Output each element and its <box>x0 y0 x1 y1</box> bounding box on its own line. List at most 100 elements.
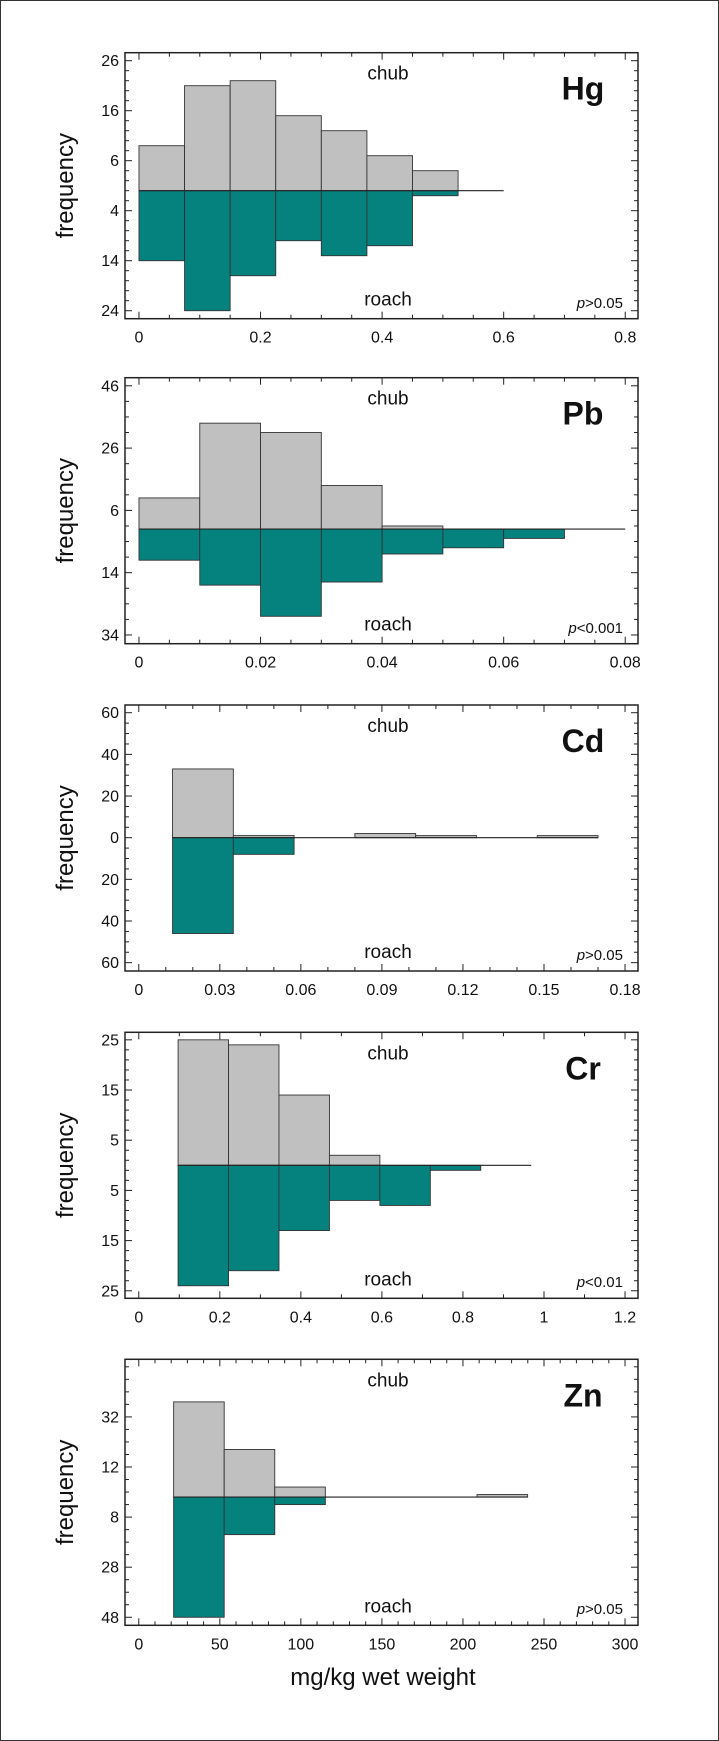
roach-bar <box>379 1164 431 1206</box>
roach-bar <box>172 837 234 934</box>
x-tick-label: 0.15 <box>528 982 559 999</box>
x-tick-label: 0.18 <box>609 982 640 999</box>
y-tick-label: 6 <box>110 153 119 170</box>
y-tick-label: 20 <box>101 872 119 889</box>
x-tick-label: 0.2 <box>209 1309 231 1326</box>
chub-bar <box>412 170 459 192</box>
y-tick-label: 26 <box>101 53 119 70</box>
y-tick-label: 25 <box>101 1032 119 1049</box>
roach-bar <box>366 190 413 247</box>
roach-bar <box>223 1496 276 1536</box>
x-tick-label: 0.8 <box>614 330 636 347</box>
x-tick-label: 0 <box>135 655 144 672</box>
chub-bar <box>274 1486 326 1498</box>
y-tick-label: 20 <box>101 789 119 806</box>
roach-bar <box>138 528 201 561</box>
x-tick-label: 0.4 <box>290 1309 312 1326</box>
chub-bar <box>138 145 186 192</box>
series-label-chub: chub <box>367 1043 408 1064</box>
x-tick-label: 0.8 <box>452 1309 474 1326</box>
chub-bar <box>229 80 277 192</box>
roach-bar <box>229 190 277 277</box>
chub-bar <box>228 1044 280 1166</box>
x-tick-label: 150 <box>369 1636 396 1653</box>
x-tick-label: 50 <box>211 1636 229 1653</box>
roach-bar <box>275 190 322 242</box>
panel-cr: 25 15 5 5 15 25 0 0.2 0.4 0.6 0.8 1 1.2 frequency Cr ch… <box>52 1031 639 1326</box>
chub-bar <box>138 497 201 530</box>
x-tick-label: 0.12 <box>447 982 478 999</box>
roach-bar <box>199 528 261 586</box>
x-axis-label: mg/kg wet weight <box>290 1664 476 1691</box>
x-tick-label: 0 <box>134 982 143 999</box>
roach-bar <box>177 1164 229 1287</box>
element-title: Pb <box>563 396 604 432</box>
roach-bar <box>328 1164 381 1201</box>
y-axis-label: frequency <box>52 458 79 563</box>
p-value-annotation: p<0.001 <box>568 619 623 637</box>
x-tick-label: 1 <box>540 1309 549 1326</box>
chub-bar <box>275 115 322 192</box>
x-tick-label: 0.02 <box>245 655 276 672</box>
element-title: Cd <box>562 723 605 759</box>
series-label-roach: roach <box>364 1269 412 1290</box>
roach-bar <box>260 528 322 617</box>
y-axis-label: frequency <box>52 133 79 238</box>
y-tick-label: 16 <box>101 103 119 120</box>
x-tick-label: 0.03 <box>204 982 235 999</box>
x-tick-label: 0 <box>134 1309 143 1326</box>
roach-bar <box>228 1164 280 1272</box>
chub-bar <box>366 155 413 192</box>
y-axis-label: frequency <box>52 1113 79 1218</box>
series-label-roach: roach <box>364 942 412 963</box>
element-title: Cr <box>565 1050 601 1086</box>
chub-bar <box>354 833 417 839</box>
roach-bar <box>184 190 231 312</box>
y-tick-label: 0 <box>110 830 119 847</box>
roach-bar <box>173 1496 225 1618</box>
element-title: Zn <box>563 1377 602 1413</box>
y-tick-label: 12 <box>101 1460 119 1477</box>
x-tick-label: 0.6 <box>493 330 515 347</box>
y-tick-label: 14 <box>101 253 119 270</box>
chub-bar <box>199 422 261 530</box>
chub-bar <box>320 485 383 530</box>
x-tick-label: 0.04 <box>367 655 398 672</box>
x-tick-label: 0.06 <box>285 982 316 999</box>
x-tick-label: 0.06 <box>488 655 519 672</box>
element-title: Hg <box>562 71 605 107</box>
y-tick-label: 48 <box>101 1610 119 1627</box>
y-tick-label: 60 <box>101 955 119 972</box>
p-value-annotation: p>0.05 <box>576 1601 623 1619</box>
chub-bar <box>177 1039 229 1166</box>
chub-bar <box>320 130 368 192</box>
chub-bar <box>223 1449 276 1498</box>
roach-bar <box>442 528 505 549</box>
p-value-annotation: p<0.01 <box>576 1274 623 1292</box>
y-tick-label: 15 <box>101 1083 119 1100</box>
panel-pb: 46 26 6 14 34 0 0.02 0.04 0.06 0.08 frequency Pb chu… <box>52 376 641 672</box>
series-label-roach: roach <box>364 290 412 311</box>
y-tick-label: 24 <box>101 303 119 320</box>
panel-cd: 60 40 20 0 20 40 60 0 0.03 0.06 0.09 0.12 0.15 0.18 fr… <box>52 704 641 999</box>
y-tick-label: 14 <box>101 565 119 582</box>
x-tick-label: 0.08 <box>610 655 641 672</box>
roach-bar <box>429 1164 482 1171</box>
x-tick-label: 0.4 <box>371 330 393 347</box>
x-tick-label: 0 <box>135 330 144 347</box>
roach-bar <box>278 1164 330 1231</box>
roach-bar <box>320 528 383 583</box>
y-axis-label: frequency <box>52 785 79 890</box>
x-tick-label: 250 <box>531 1636 558 1653</box>
roach-bar <box>274 1496 326 1506</box>
y-tick-label: 46 <box>101 378 119 395</box>
y-axis-label: frequency <box>52 1440 79 1545</box>
p-value-annotation: p>0.05 <box>576 947 623 964</box>
series-label-roach: roach <box>364 1596 412 1617</box>
x-tick-label: 0.6 <box>371 1309 393 1326</box>
roach-bar <box>412 190 459 197</box>
y-tick-label: 6 <box>110 503 119 520</box>
